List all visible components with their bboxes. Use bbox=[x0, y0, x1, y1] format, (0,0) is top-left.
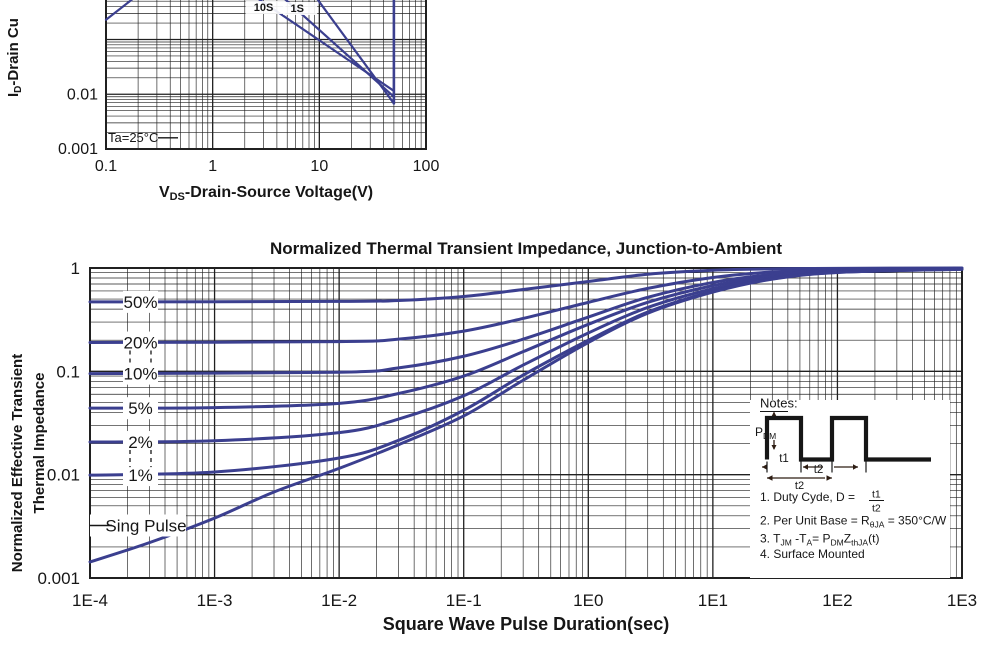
svg-text:1E-4: 1E-4 bbox=[72, 591, 108, 610]
svg-text:Sing Pulse: Sing Pulse bbox=[105, 517, 186, 536]
svg-text:1E-2: 1E-2 bbox=[321, 591, 357, 610]
svg-text:Square Wave Pulse Duration(sec: Square Wave Pulse Duration(sec) bbox=[383, 614, 669, 634]
svg-text:1E1: 1E1 bbox=[698, 591, 728, 610]
svg-text:5%: 5% bbox=[128, 399, 153, 418]
svg-text:1E-3: 1E-3 bbox=[197, 591, 233, 610]
svg-text:100: 100 bbox=[413, 158, 440, 175]
svg-text:Normalized Effective Transient: Normalized Effective Transient bbox=[9, 354, 26, 572]
svg-text:1. Duty Cyde, D =: 1. Duty Cyde, D = bbox=[760, 490, 855, 504]
svg-text:ID-Drain Cu: ID-Drain Cu bbox=[5, 18, 24, 97]
svg-text:10%: 10% bbox=[123, 365, 157, 384]
svg-text:1E0: 1E0 bbox=[573, 591, 603, 610]
svg-text:1%: 1% bbox=[128, 466, 153, 485]
svg-text:1S: 1S bbox=[290, 3, 303, 15]
svg-text:2%: 2% bbox=[128, 433, 153, 452]
svg-text:t1: t1 bbox=[872, 489, 881, 501]
svg-text:50%: 50% bbox=[123, 293, 157, 312]
svg-text:t2: t2 bbox=[872, 503, 881, 515]
svg-text:t1: t1 bbox=[779, 453, 789, 465]
svg-text:10S: 10S bbox=[254, 2, 274, 14]
svg-text:1E3: 1E3 bbox=[947, 591, 977, 610]
svg-text:Ta=25°C: Ta=25°C bbox=[108, 130, 158, 145]
svg-text:4. Surface Mounted: 4. Surface Mounted bbox=[760, 547, 865, 561]
svg-text:0.1: 0.1 bbox=[56, 362, 80, 381]
svg-text:0.001: 0.001 bbox=[37, 569, 80, 588]
svg-text:1E-1: 1E-1 bbox=[446, 591, 482, 610]
svg-text:0.001: 0.001 bbox=[58, 141, 98, 158]
svg-text:1E2: 1E2 bbox=[822, 591, 852, 610]
svg-text:0.01: 0.01 bbox=[47, 466, 80, 485]
svg-text:10: 10 bbox=[310, 158, 328, 175]
svg-text:Notes:: Notes: bbox=[760, 396, 798, 411]
svg-text:Thermal Impedance: Thermal Impedance bbox=[31, 373, 48, 514]
svg-text:0.01: 0.01 bbox=[67, 86, 98, 103]
svg-text:1: 1 bbox=[71, 259, 80, 278]
svg-text:0.1: 0.1 bbox=[95, 158, 117, 175]
svg-text:VDS-Drain-Source Voltage(V): VDS-Drain-Source Voltage(V) bbox=[159, 184, 373, 203]
svg-text:2. Per Unit Base = RθJA = 350°: 2. Per Unit Base = RθJA = 350°C/W bbox=[760, 514, 947, 530]
svg-text:20%: 20% bbox=[123, 334, 157, 353]
svg-text:1: 1 bbox=[208, 158, 217, 175]
svg-text:t2: t2 bbox=[814, 464, 824, 476]
svg-text:Normalized Thermal Transient I: Normalized Thermal Transient Impedance, … bbox=[270, 239, 782, 258]
